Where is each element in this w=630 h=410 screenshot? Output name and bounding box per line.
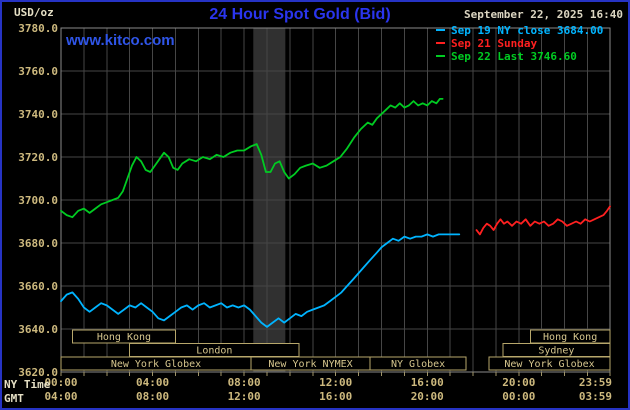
series-line-sep-22-last (60, 98, 444, 219)
x-tick-label-nytime: 20:00 (502, 376, 535, 389)
y-tick-label: 3720.0 (18, 151, 58, 164)
x-tick-label-nytime: 23:59 (579, 376, 612, 389)
y-tick-label: 3780.0 (18, 22, 58, 35)
x-tick-label-nytime: 04:00 (136, 376, 169, 389)
x-tick-label-gmt: 00:00 (502, 390, 535, 403)
session-box (71, 329, 176, 344)
legend: Sep 19 NY close 3684.00 Sep 21 Sunday Se… (436, 24, 603, 63)
x-tick-label-gmt: 03:59 (579, 390, 612, 403)
legend-label: Sep 19 NY close 3684.00 (451, 24, 604, 37)
session-label: NY Globex (391, 359, 445, 370)
legend-label: Sep 22 Last 3746.60 (451, 50, 577, 63)
y-tick-label: 3620.0 (18, 366, 58, 379)
legend-label: Sep 21 Sunday (451, 37, 538, 50)
session-label: New York Globex (111, 359, 201, 370)
x-tick-label-gmt: 12:00 (228, 390, 261, 403)
x-tick-label-gmt: 08:00 (136, 390, 169, 403)
legend-item-sep21: Sep 21 Sunday (436, 37, 603, 50)
session-label: London (196, 346, 232, 357)
x-tick-label-nytime: 16:00 (411, 376, 444, 389)
legend-dash-icon (436, 42, 445, 44)
series-line-sep-21-sunday (475, 205, 611, 236)
legend-dash-icon (436, 29, 445, 31)
legend-item-sep22: Sep 22 Last 3746.60 (436, 50, 603, 63)
y-tick-label: 3700.0 (18, 194, 58, 207)
chart-datetime: September 22, 2025 16:40 (464, 8, 623, 21)
x-axis-row-label-gmt: GMT (4, 392, 24, 405)
session-box (488, 356, 611, 371)
legend-item-sep19: Sep 19 NY close 3684.00 (436, 24, 603, 37)
y-tick-label: 3660.0 (18, 280, 58, 293)
y-tick-label: 3640.0 (18, 323, 58, 336)
kitco-link[interactable]: www.kitco.com (66, 32, 175, 49)
y-tick-label: 3740.0 (18, 108, 58, 121)
legend-dash-icon (436, 55, 445, 57)
x-tick-label-nytime: 00:00 (44, 376, 77, 389)
session-box (369, 356, 467, 371)
session-label: New York NYMEX (268, 359, 352, 370)
series-line-sep-19-ny-close (60, 233, 461, 328)
x-tick-label-gmt: 04:00 (44, 390, 77, 403)
y-tick-label: 3760.0 (18, 65, 58, 78)
session-label: Sydney (538, 346, 574, 357)
x-tick-label-nytime: 12:00 (319, 376, 352, 389)
session-label: Hong Kong (543, 332, 597, 343)
chart-title: 24 Hour Spot Gold (Bid) (209, 6, 391, 23)
x-axis-row-label-nytime: NY Time (4, 378, 51, 391)
y-axis-units-label: USD/oz (14, 6, 54, 19)
x-tick-label-nytime: 08:00 (228, 376, 261, 389)
x-tick-label-gmt: 16:00 (319, 390, 352, 403)
session-label: Hong Kong (97, 332, 151, 343)
session-label: New York Globex (504, 359, 594, 370)
y-tick-label: 3680.0 (18, 237, 58, 250)
x-tick-label-gmt: 20:00 (411, 390, 444, 403)
